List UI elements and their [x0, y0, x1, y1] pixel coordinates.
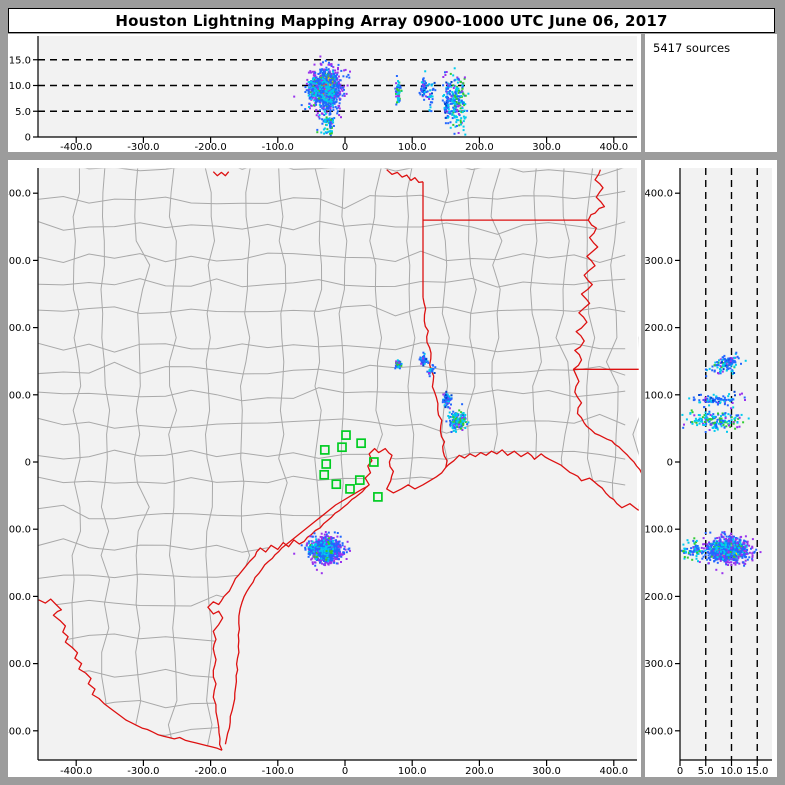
x-tick-label: 300.0: [532, 142, 561, 152]
lma-station-markers: [319, 430, 383, 502]
y-tick-label: 0: [25, 133, 31, 144]
y-tick-label: 0: [25, 458, 31, 469]
x-tick-label: 100.0: [398, 766, 427, 777]
x-tick-label: -400.0: [60, 766, 92, 777]
y-tick-label: -300.0: [8, 659, 31, 670]
altitude-vs-eastwest-panel: 15.0 10.0 5.0 0 -400.0 -300.0 -200.0 -100.0 0 100…: [8, 34, 641, 152]
source-count-label: 5417 sources: [653, 41, 731, 55]
y-tick-label: -300.0: [645, 659, 673, 670]
y-tick-label: -400.0: [8, 726, 31, 737]
y-tick-label: 300.0: [8, 256, 31, 267]
x-tick-label: 400.0: [599, 766, 628, 777]
x-tick-label: -100.0: [262, 766, 294, 777]
y-tick-label: 200.0: [645, 323, 673, 334]
y-tick-label: -100.0: [645, 525, 673, 536]
page-title: Houston Lightning Mapping Array 0900-100…: [115, 11, 668, 30]
y-tick-label: -100.0: [8, 525, 31, 536]
y-tick-label: 0: [667, 458, 673, 469]
x-tick-label: 100.0: [398, 142, 427, 152]
lightning-source-points: [680, 351, 762, 575]
x-tick-label: -200.0: [194, 766, 226, 777]
y-tick-label: -200.0: [645, 592, 673, 603]
y-tick-label: 100.0: [8, 390, 31, 401]
plan-view-map-panel: 400.0 300.0 200.0 100.0 0 -100.0 -200.0 -300.0 -…: [8, 160, 641, 777]
y-tick-label: 200.0: [8, 323, 31, 334]
x-tick-label: 0: [342, 766, 348, 777]
x-tick-label: 10.0: [720, 766, 742, 777]
y-tick-label: 400.0: [8, 189, 31, 200]
x-tick-label: -200.0: [194, 142, 226, 152]
x-tick-label: 400.0: [599, 142, 628, 152]
y-tick-label: 100.0: [645, 390, 673, 401]
y-tick-label: -400.0: [645, 726, 673, 737]
x-tick-label: -400.0: [60, 142, 92, 152]
info-panel: 5417 sources: [645, 34, 777, 152]
y-tick-label: 300.0: [645, 256, 673, 267]
x-tick-label: -300.0: [127, 142, 159, 152]
x-tick-label: -300.0: [127, 766, 159, 777]
title-bar: Houston Lightning Mapping Array 0900-100…: [8, 8, 775, 33]
x-tick-label: -100.0: [262, 142, 294, 152]
x-tick-label: 5.0: [698, 766, 714, 777]
lightning-source-points: [293, 351, 470, 575]
x-tick-label: 300.0: [532, 766, 561, 777]
x-tick-label: 200.0: [465, 766, 494, 777]
y-tick-label: 15.0: [9, 55, 31, 66]
x-tick-label: 0: [677, 766, 683, 777]
x-tick-label: 0: [342, 142, 348, 152]
y-tick-label: 10.0: [9, 81, 31, 92]
lightning-source-points: [293, 55, 470, 137]
y-tick-label: 400.0: [645, 189, 673, 200]
x-tick-label: 200.0: [465, 142, 494, 152]
northsouth-vs-altitude-panel: 400.0 300.0 200.0 100.0 0 -100.0 -200.0 -300.0 -…: [645, 160, 777, 777]
y-tick-label: 5.0: [15, 107, 31, 118]
state-borders-and-coastline: [38, 169, 641, 751]
x-tick-label: 15.0: [746, 766, 768, 777]
y-tick-label: -200.0: [8, 592, 31, 603]
